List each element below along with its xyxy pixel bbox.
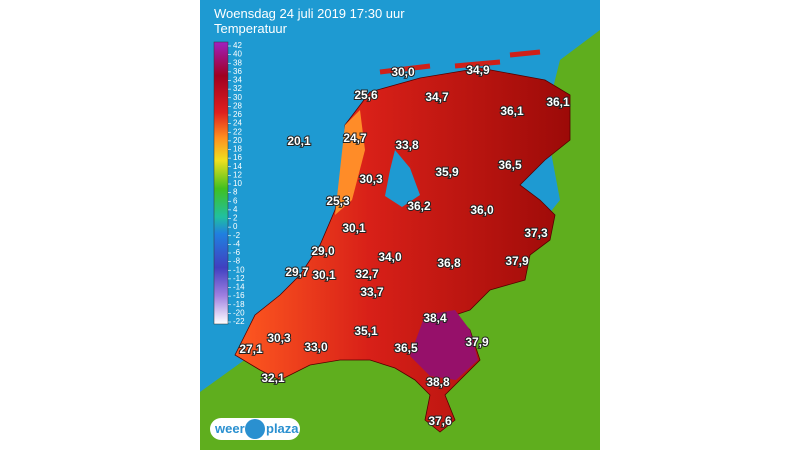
legend-tick-label: -6 [233, 248, 241, 257]
netherlands [234, 67, 571, 433]
station-value: 37,6 [428, 414, 452, 428]
legend-tick-label: 16 [233, 153, 242, 162]
station-value: 34,0 [378, 250, 402, 264]
station-value: 33,0 [304, 340, 328, 354]
station-value: 30,3 [267, 331, 291, 345]
legend-tick-label: 0 [233, 222, 238, 231]
legend-tick-label: 32 [233, 84, 242, 93]
legend-tick-label: 2 [233, 214, 238, 223]
station-value: 35,9 [435, 165, 459, 179]
legend-tick-label: 14 [233, 162, 242, 171]
station-value: 36,1 [500, 104, 524, 118]
station-value: 36,2 [407, 199, 431, 213]
station-value: 30,1 [342, 221, 366, 235]
station-value: 34,9 [466, 63, 490, 77]
station-value: 32,7 [355, 267, 379, 281]
legend-tick-label: 40 [233, 50, 242, 59]
legend-tick-label: 24 [233, 119, 242, 128]
station-value: 36,0 [470, 203, 494, 217]
station-value: 36,5 [394, 341, 418, 355]
legend-tick-label: 12 [233, 170, 242, 179]
station-value: 38,4 [423, 311, 447, 325]
station-value: 24,7 [343, 131, 367, 145]
legend-tick-label: -16 [233, 291, 245, 300]
legend-tick-label: 10 [233, 179, 242, 188]
station-value: 30,3 [359, 172, 383, 186]
station-value: 29,7 [285, 265, 309, 279]
station-value: 38,8 [426, 375, 450, 389]
legend-tick-label: 28 [233, 101, 242, 110]
station-value: 37,9 [465, 335, 489, 349]
station-value: 37,3 [524, 226, 548, 240]
legend-tick-label: -18 [233, 300, 245, 309]
station-value: 36,1 [546, 95, 570, 109]
land [200, 30, 600, 450]
legend-tick-label: 20 [233, 136, 242, 145]
legend-tick-label: 6 [233, 196, 238, 205]
islands [379, 49, 541, 75]
legend-tick-label: 38 [233, 58, 242, 67]
station-value: 33,7 [360, 285, 384, 299]
station-value: 36,8 [437, 256, 461, 270]
station-value: 20,1 [287, 134, 311, 148]
legend-tick-label: 8 [233, 188, 238, 197]
legend-tick-label: -10 [233, 265, 245, 274]
legend-tick-label: -22 [233, 317, 245, 326]
station-value: 32,1 [261, 371, 285, 385]
station-value: 35,1 [354, 324, 378, 338]
station-value: 37,9 [505, 254, 529, 268]
subtitle: Temperatuur [214, 21, 288, 36]
lake [385, 150, 420, 207]
station-value: 30,1 [312, 268, 336, 282]
station-value: 27,1 [239, 342, 263, 356]
station-value: 36,5 [498, 158, 522, 172]
logo-left: weer [214, 421, 245, 436]
station-value: 25,6 [354, 88, 378, 102]
legend-tick-label: 22 [233, 127, 242, 136]
legend-tick-label: -4 [233, 239, 241, 248]
logo-right: plaza [266, 421, 299, 436]
legend-tick-label: 30 [233, 93, 242, 102]
legend-tick-label: 26 [233, 110, 242, 119]
colorbar [213, 41, 229, 325]
legend-tick-label: 18 [233, 145, 242, 154]
legend-tick-label: -12 [233, 274, 245, 283]
title: Woensdag 24 juli 2019 17:30 uur [214, 6, 405, 21]
logo-icon [245, 419, 265, 439]
legend-tick-label: -8 [233, 257, 241, 266]
legend-tick-label: -14 [233, 283, 245, 292]
legend-tick-label: -20 [233, 308, 245, 317]
legend-tick-label: 36 [233, 67, 242, 76]
station-value: 33,8 [395, 138, 419, 152]
station-value: 34,7 [425, 90, 449, 104]
hot-zone [410, 310, 478, 380]
legend-tick-label: -2 [233, 231, 241, 240]
station-value: 25,3 [326, 194, 350, 208]
legend-tick-label: 4 [233, 205, 238, 214]
legend-tick-label: 34 [233, 76, 242, 85]
station-value: 29,0 [311, 244, 335, 258]
station-value: 30,0 [391, 65, 415, 79]
coast-zone [335, 110, 365, 215]
legend-tick-label: 42 [233, 41, 242, 50]
